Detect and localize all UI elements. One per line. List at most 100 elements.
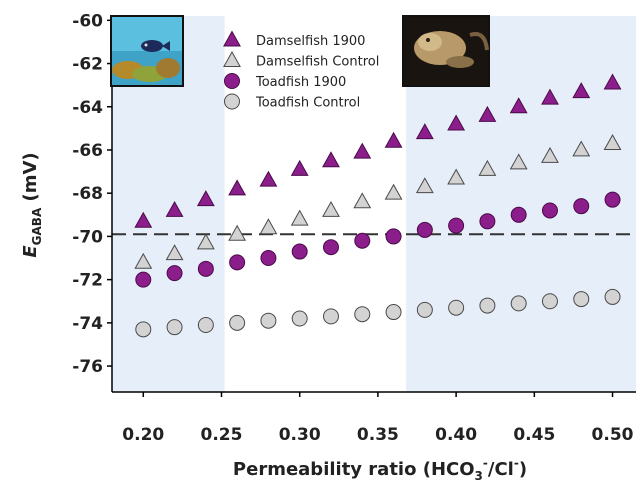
- x-axis-title-sup2: -: [514, 456, 519, 470]
- data-point: [448, 299, 465, 316]
- x-axis-title-end: ): [519, 459, 527, 480]
- x-tick-label: 0.20: [122, 425, 164, 445]
- data-point: [260, 312, 277, 329]
- data-point: [573, 198, 590, 215]
- x-tick-label: 0.50: [592, 425, 634, 445]
- data-point: [385, 304, 402, 321]
- data-point: [384, 183, 403, 200]
- data-point: [229, 314, 246, 331]
- axis-titles: Permeability ratio (HCO3-/Cl-) EGABA (mV…: [20, 152, 527, 483]
- data-point: [385, 228, 402, 245]
- data-point: [509, 97, 528, 114]
- data-point: [509, 153, 528, 170]
- data-point: [573, 291, 590, 308]
- data-point: [416, 221, 433, 238]
- data-point: [604, 288, 621, 305]
- y-axis-title: EGABA (mV): [20, 152, 44, 257]
- x-axis-title-main: Permeability ratio (HCO: [233, 459, 475, 480]
- y-tick-label: -70: [72, 227, 103, 247]
- data-point: [572, 82, 591, 99]
- legend-label: Toadfish 1900: [255, 75, 346, 90]
- legend-marker: [223, 30, 241, 47]
- data-point: [604, 191, 621, 208]
- data-point: [447, 114, 466, 131]
- data-point: [354, 232, 371, 249]
- data-point: [478, 105, 497, 122]
- x-axis-title-sup1: -: [483, 456, 488, 470]
- y-tick-label: -60: [72, 11, 103, 31]
- legend-label: Damselfish Control: [256, 55, 379, 70]
- data-point: [135, 321, 152, 338]
- axes: -60 -62 -64 -66 -68 -70 -72 -74 -76 0.20 0.25 0.30 0…: [72, 11, 636, 445]
- data-point: [415, 123, 434, 140]
- y-tick-label: -76: [72, 357, 103, 377]
- data-point: [291, 310, 308, 327]
- data-point: [479, 213, 496, 230]
- data-point: [572, 140, 591, 157]
- legend-label: Toadfish Control: [255, 96, 360, 111]
- data-point: [353, 142, 372, 159]
- data-point: [259, 218, 278, 235]
- data-point: [197, 317, 214, 334]
- data-point: [541, 202, 558, 219]
- data-point: [478, 159, 497, 176]
- data-point: [603, 73, 622, 90]
- x-axis-title-sub: 3: [475, 469, 483, 483]
- data-point: [510, 206, 527, 223]
- data-point: [134, 252, 153, 269]
- y-tick-label: -62: [72, 55, 103, 75]
- series-3: [135, 191, 621, 288]
- data-point: [416, 301, 433, 318]
- data-point: [196, 233, 215, 250]
- y-tick-label: -66: [72, 141, 103, 161]
- y-axis-title-sub: GABA: [30, 207, 44, 245]
- data-point: [354, 306, 371, 323]
- legend-marker: [224, 73, 240, 89]
- legend-marker: [223, 50, 241, 67]
- data-point: [448, 217, 465, 234]
- y-tick-label: -72: [72, 271, 103, 291]
- toadfish-photo: [402, 15, 490, 87]
- y-tick-label: -64: [72, 98, 103, 118]
- x-tick-label: 0.30: [279, 425, 321, 445]
- data-point: [135, 271, 152, 288]
- data-point: [196, 190, 215, 207]
- y-tick-label: -68: [72, 184, 103, 204]
- x-tick-label: 0.40: [435, 425, 477, 445]
- legend-label: Damselfish 1900: [256, 34, 365, 49]
- series-4: [135, 288, 621, 338]
- x-tick-label: 0.25: [201, 425, 243, 445]
- data-point: [229, 254, 246, 271]
- damselfish-photo: [110, 15, 184, 87]
- data-point: [541, 88, 559, 105]
- data-point: [384, 131, 403, 148]
- series-1: [134, 73, 622, 228]
- data-point: [322, 239, 339, 256]
- data-point: [134, 211, 153, 228]
- data-point: [166, 265, 183, 282]
- data-point: [290, 159, 309, 176]
- data-point: [291, 243, 308, 260]
- data-point: [447, 168, 466, 185]
- y-tick-label: -74: [72, 314, 103, 334]
- data-point: [165, 244, 184, 261]
- data-point: [510, 295, 527, 312]
- data-point: [541, 146, 559, 163]
- data-point: [165, 200, 184, 217]
- shaded-regions: [112, 16, 636, 392]
- series-2: [134, 133, 622, 269]
- data-point: [322, 308, 339, 325]
- x-axis-title: Permeability ratio (HCO3-/Cl-): [233, 456, 527, 483]
- legend: Damselfish 1900 Damselfish Control Toadfis…: [223, 30, 379, 111]
- x-axis-title-mid: /Cl: [488, 459, 514, 480]
- data-point: [353, 192, 372, 209]
- data-point: [290, 209, 309, 226]
- data-point: [259, 170, 278, 187]
- data-point: [166, 319, 183, 336]
- data-points: [134, 73, 622, 338]
- y-axis-title-main: E: [20, 245, 41, 258]
- data-point: [228, 179, 247, 196]
- data-point: [260, 250, 277, 267]
- x-tick-label: 0.45: [513, 425, 555, 445]
